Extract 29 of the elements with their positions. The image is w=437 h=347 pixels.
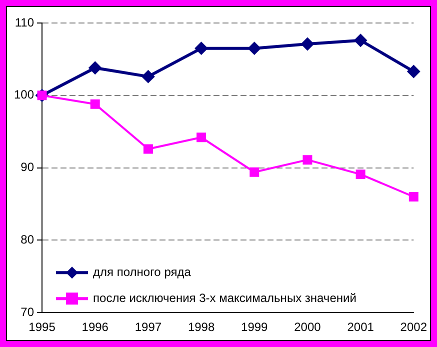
point [250, 167, 260, 177]
point [142, 70, 155, 84]
y-tick-label: 70 [20, 304, 34, 319]
point [88, 61, 102, 74]
x-tick-label: 1999 [241, 320, 268, 334]
y-tick-label: 100 [14, 88, 34, 102]
legend-label: после исключения 3-х максимальных значений [93, 290, 356, 305]
x-tick-label: 2001 [347, 320, 374, 334]
point [356, 170, 366, 180]
y-tick-label: 110 [14, 15, 34, 30]
point [302, 155, 312, 165]
point [90, 99, 100, 109]
point [143, 144, 153, 154]
point [407, 65, 420, 78]
point [354, 34, 368, 47]
y-tick-label: 80 [20, 232, 34, 247]
y-tick-label: 90 [20, 160, 34, 174]
point [248, 42, 261, 55]
point [408, 192, 418, 202]
x-tick-label: 1995 [28, 320, 56, 334]
x-tick-label: 1996 [82, 320, 109, 334]
legend-label: для полного ряда [93, 264, 192, 279]
x-tick-label: 1997 [134, 320, 162, 334]
x-tick-label: 2000 [294, 320, 322, 334]
point [194, 42, 208, 55]
point [196, 132, 206, 142]
x-tick-label: 2002 [400, 320, 428, 334]
point [300, 37, 314, 50]
x-tick-label: 1998 [188, 320, 215, 334]
